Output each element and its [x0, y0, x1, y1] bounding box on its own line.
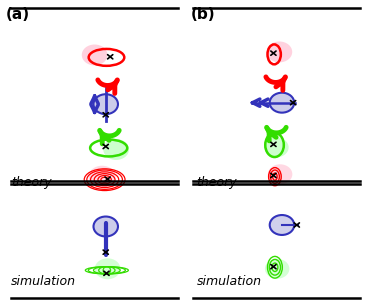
Circle shape [103, 139, 129, 160]
Circle shape [268, 164, 292, 184]
Circle shape [265, 259, 289, 279]
Circle shape [270, 215, 294, 235]
Circle shape [266, 41, 292, 63]
Circle shape [270, 93, 294, 113]
Text: (b): (b) [191, 7, 216, 22]
Circle shape [95, 258, 121, 279]
Text: simulation: simulation [197, 275, 262, 288]
Text: theory: theory [197, 176, 237, 189]
Circle shape [82, 44, 108, 66]
Text: theory: theory [11, 176, 52, 189]
Circle shape [93, 217, 118, 236]
Circle shape [89, 166, 115, 188]
Circle shape [264, 137, 289, 157]
Text: (a): (a) [6, 7, 30, 22]
Circle shape [93, 94, 118, 114]
Text: simulation: simulation [11, 275, 76, 288]
